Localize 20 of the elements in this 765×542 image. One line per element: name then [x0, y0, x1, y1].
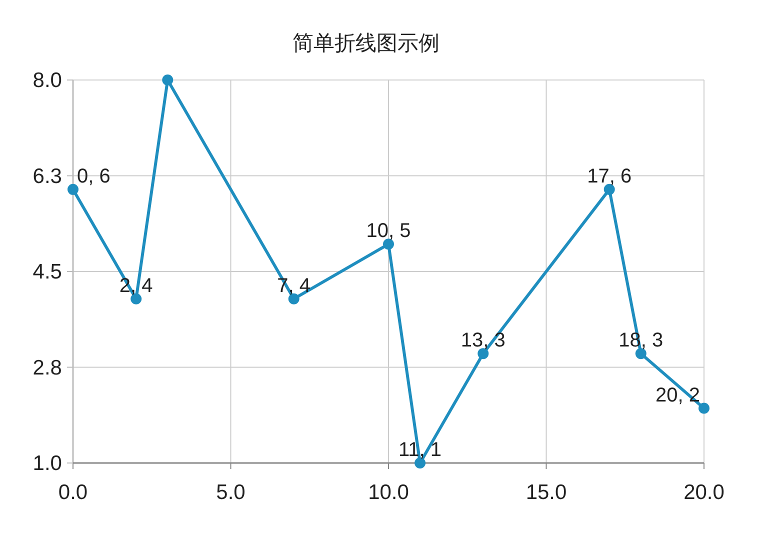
x-tick-label: 10.0	[368, 481, 409, 504]
point	[130, 293, 142, 304]
x-tick-label: 20.0	[684, 481, 724, 504]
point	[68, 184, 78, 195]
x-tick-label: 5.0	[216, 481, 246, 504]
x-tick-label: 0.0	[58, 481, 88, 504]
y-tick-label: 8.0	[32, 69, 62, 92]
point	[288, 293, 300, 304]
y-tick-label: 2.8	[32, 356, 62, 380]
point	[162, 74, 174, 86]
data-label: 13, 3	[460, 330, 506, 352]
point	[698, 402, 710, 414]
y-tick-label: 6.3	[32, 164, 62, 188]
y-tick-label: 1.0	[32, 452, 62, 475]
data-label: 17, 6	[587, 165, 632, 188]
x-tick-label: 15.0	[526, 481, 567, 504]
data-label: 10, 5	[366, 220, 411, 242]
data-label: 0, 6	[77, 165, 110, 188]
chart-title: 简单折线图示例	[292, 32, 440, 55]
y-tick-label: 4.5	[32, 260, 62, 284]
